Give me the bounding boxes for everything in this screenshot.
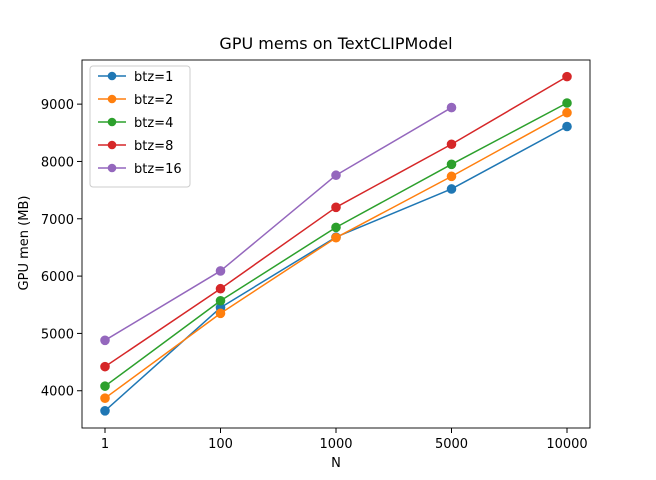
legend-label-btz=1: btz=1 xyxy=(134,70,173,85)
data-point-btz=16-1000 xyxy=(331,170,341,181)
y-tick-label-8000: 8000 xyxy=(41,155,74,170)
series-line-btz=16 xyxy=(104,106,452,341)
data-point-btz=2-100 xyxy=(215,308,226,319)
data-point-btz=2-1 xyxy=(100,393,110,403)
data-point-btz=1-10000 xyxy=(562,121,572,132)
x-axis-label: N xyxy=(331,456,341,471)
data-point-btz=16-100 xyxy=(215,266,226,276)
axes-frame xyxy=(81,59,591,429)
data-point-btz=4-1000 xyxy=(331,222,341,233)
data-point-btz=16-5000 xyxy=(446,102,457,113)
x-tick-label-1: 1 xyxy=(101,437,109,452)
y-tick-label-7000: 7000 xyxy=(41,213,74,228)
plot-area: 1 100 1000 5000 10000 4000 5000 6000 7000 8000 900… xyxy=(41,59,591,452)
legend-label-btz=16: btz=16 xyxy=(134,162,182,177)
data-point-btz=4-1 xyxy=(100,381,110,391)
data-point-btz=16-1 xyxy=(100,335,110,346)
data-point-btz=8-1 xyxy=(100,361,110,372)
x-tick-label-1000: 1000 xyxy=(319,437,352,452)
chart-title: GPU mems on TextCLIPModel xyxy=(219,34,452,53)
data-point-btz=2-5000 xyxy=(446,171,457,182)
data-point-btz=8-10000 xyxy=(562,71,572,82)
y-axis-label: GPU men (MB) xyxy=(17,196,32,291)
y-tick-label-4000: 4000 xyxy=(41,385,74,400)
data-point-btz=8-100 xyxy=(215,283,226,294)
legend-label-btz=8: btz=8 xyxy=(134,139,173,154)
data-point-btz=1-1 xyxy=(100,406,110,416)
legend-label-btz=4: btz=4 xyxy=(134,116,173,131)
x-tick-label-100: 100 xyxy=(208,437,233,452)
data-point-btz=8-5000 xyxy=(446,139,457,150)
y-tick-label-6000: 6000 xyxy=(41,270,74,285)
legend-marker-btz=8 xyxy=(107,140,117,150)
legend-marker-btz=1 xyxy=(107,71,117,81)
data-point-btz=4-5000 xyxy=(446,159,457,170)
legend-marker-btz=2 xyxy=(107,94,117,104)
data-point-btz=1-5000 xyxy=(446,184,457,194)
legend-marker-btz=16 xyxy=(107,163,117,173)
data-point-btz=8-1000 xyxy=(331,202,341,213)
legend-marker-btz=4 xyxy=(107,117,117,127)
data-point-btz=2-10000 xyxy=(562,107,572,118)
legend-label-btz=2: btz=2 xyxy=(134,93,173,108)
x-tick-label-5000: 5000 xyxy=(435,437,468,452)
y-tick-label-9000: 9000 xyxy=(41,98,74,113)
data-point-btz=4-10000 xyxy=(562,98,572,108)
y-tick-label-5000: 5000 xyxy=(41,327,74,342)
x-tick-label-10000: 10000 xyxy=(546,437,587,452)
data-point-btz=2-1000 xyxy=(331,232,341,243)
data-point-btz=4-100 xyxy=(215,295,226,306)
